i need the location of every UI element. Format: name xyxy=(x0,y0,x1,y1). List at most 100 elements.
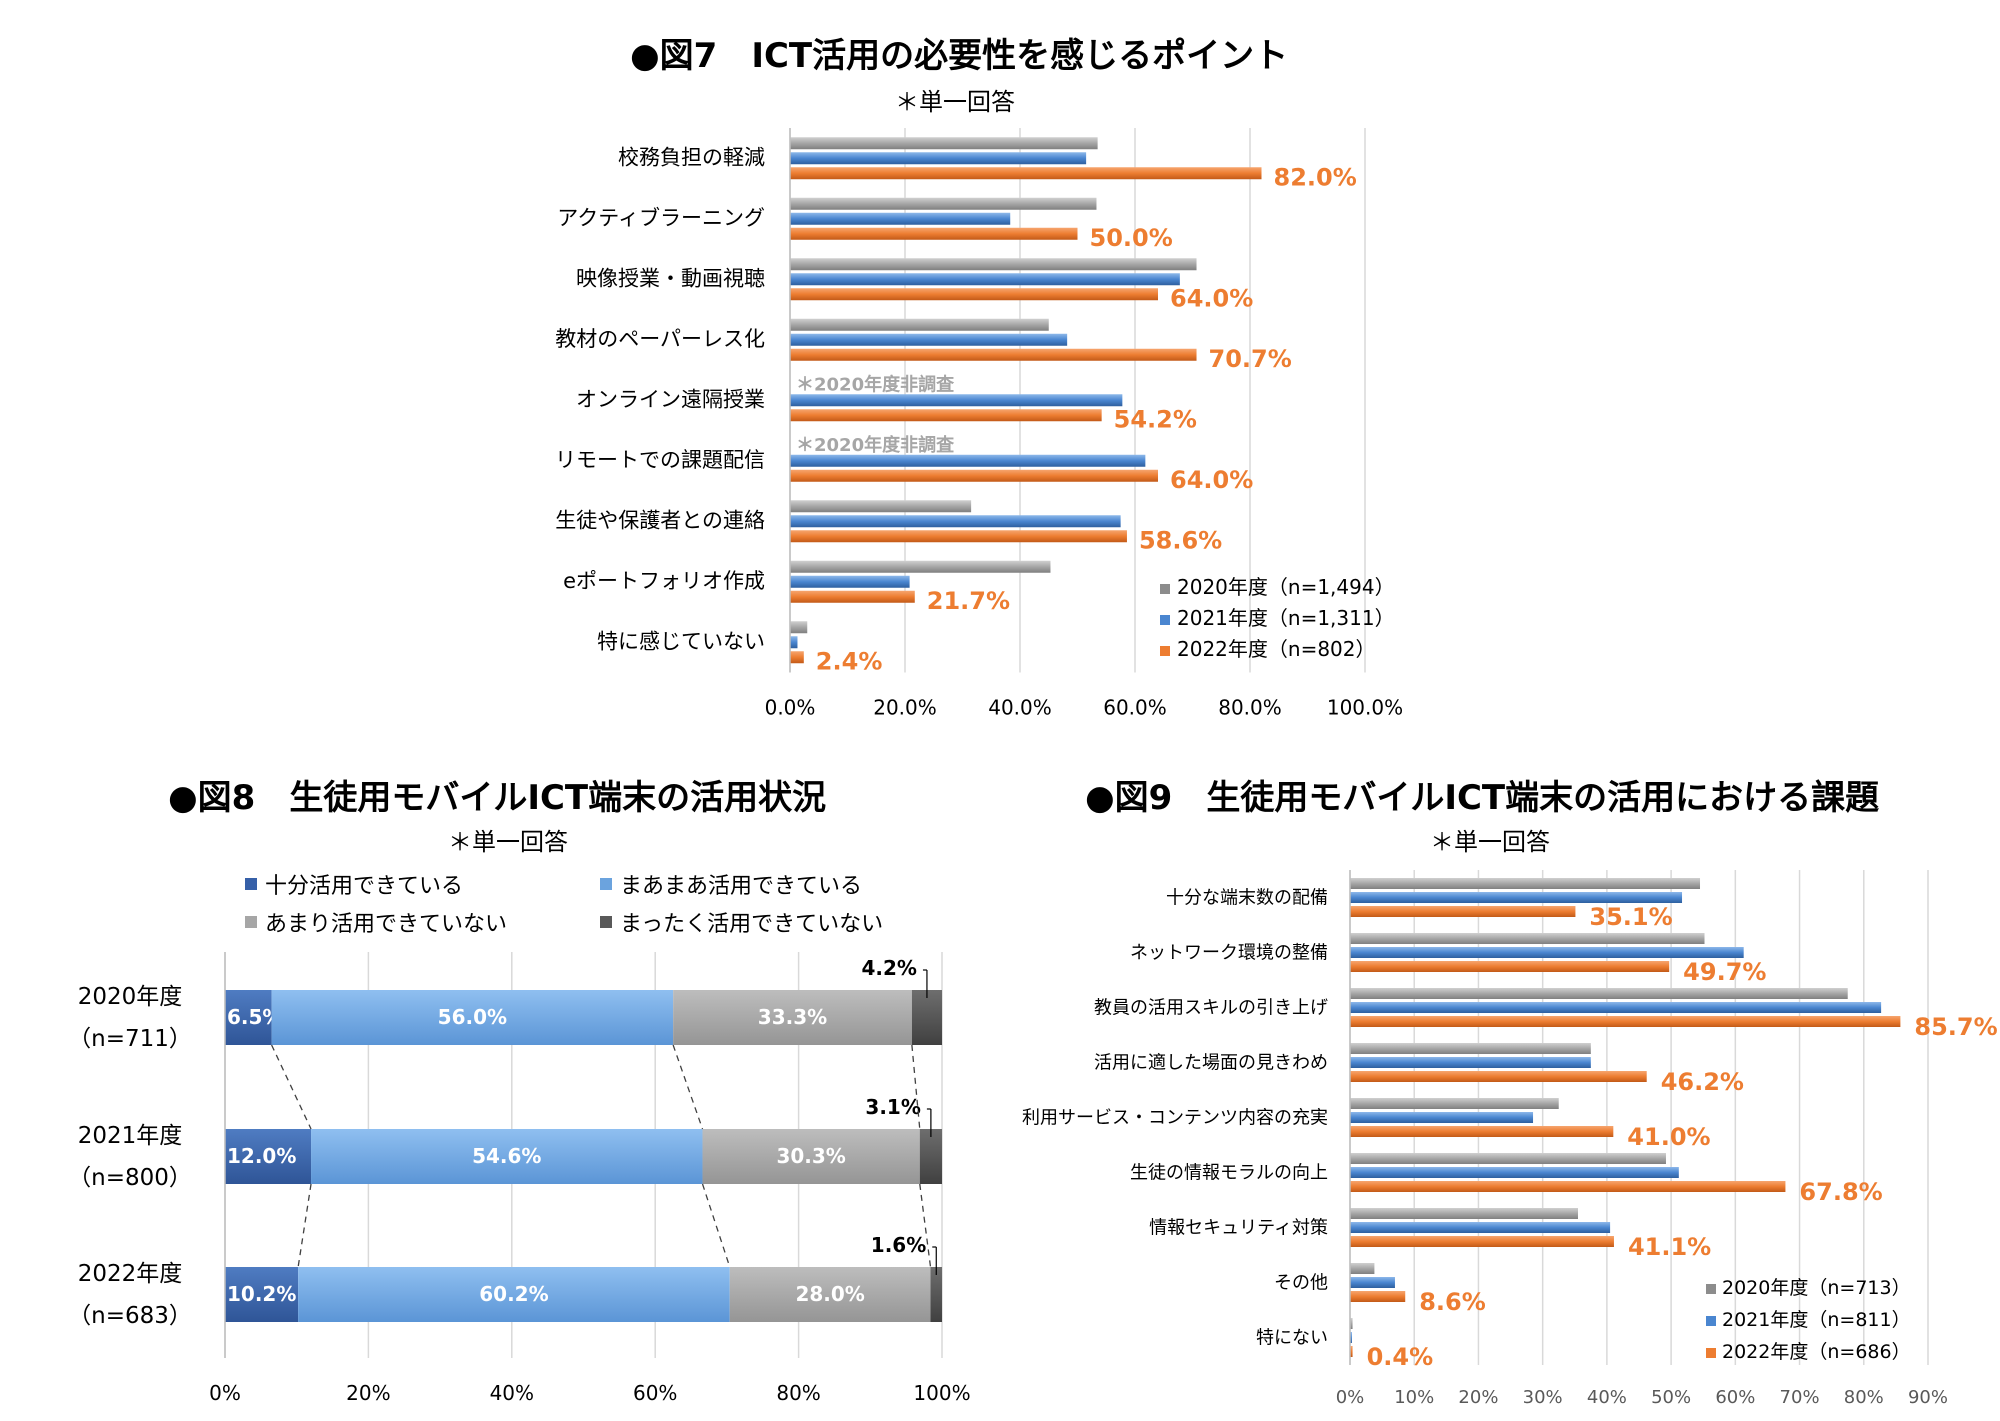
fig8-data-label: 12.0% xyxy=(227,1144,296,1168)
fig9-bar xyxy=(1350,878,1701,889)
fig7-bar xyxy=(790,636,798,649)
fig8-data-label: 1.6% xyxy=(871,1233,926,1257)
fig8-data-label: 60.2% xyxy=(479,1282,548,1306)
fig9-bar xyxy=(1350,1098,1559,1109)
fig9-category-label: その他 xyxy=(1274,1273,1328,1294)
fig9-data-label: 35.1% xyxy=(1589,903,1672,931)
fig8-category-label: 2022年度 xyxy=(78,1261,183,1287)
fig9-category-label: 十分な端末数の配備 xyxy=(1166,888,1328,909)
fig8-segment xyxy=(271,990,674,1045)
fig7-note: ＊2020年度非調査 xyxy=(796,373,954,395)
fig9-bar xyxy=(1350,961,1670,972)
fig9-bar xyxy=(1350,1016,1901,1027)
fig7-bar xyxy=(790,348,1197,361)
fig8-legend-item-4: まったく活用できていない xyxy=(600,906,883,938)
fig7-category-label: リモートでの課題配信 xyxy=(555,448,765,472)
fig8-category-n: （n=711） xyxy=(68,1026,192,1052)
fig9-legend-swatch xyxy=(1706,1316,1716,1326)
fig9-bar xyxy=(1350,1291,1406,1302)
fig8-data-label: 33.3% xyxy=(758,1005,827,1029)
fig8-legend-swatch-4 xyxy=(600,916,612,928)
fig8-connector-line xyxy=(919,1183,932,1268)
fig7-subtitle: ＊単一回答 xyxy=(895,88,1015,116)
fig9-tick-label: 40% xyxy=(1587,1387,1627,1408)
fig9-bar xyxy=(1350,892,1683,903)
fig8-category-label: 2020年度 xyxy=(78,984,183,1010)
fig7-bar xyxy=(790,409,1102,422)
fig8-title: ●図8 生徒用モバイルICT端末の活用状況 xyxy=(168,778,827,818)
fig9-tick-label: 0% xyxy=(1336,1387,1365,1408)
fig9-legend-label: 2022年度（n=686） xyxy=(1722,1341,1911,1363)
fig8-segment xyxy=(225,1267,299,1322)
fig8-segment xyxy=(311,1129,703,1184)
fig8-chart: 0% 20% 40% 60% 80% 100%2020年度（n=711）6.5% 56.0%… xyxy=(68,952,971,1405)
fig7-tick-label: 100.0% xyxy=(1327,696,1403,720)
fig7-data-label: 64.0% xyxy=(1170,284,1253,312)
fig8-connector-line xyxy=(672,1044,704,1130)
fig7-bar xyxy=(790,500,972,513)
fig9-tick-label: 90% xyxy=(1908,1387,1948,1408)
fig7-legend-label: 2021年度（n=1,311） xyxy=(1177,606,1395,630)
fig8-tick-label: 20% xyxy=(346,1381,390,1405)
fig7-data-label: 64.0% xyxy=(1170,466,1253,494)
fig7-data-label: 21.7% xyxy=(927,587,1010,615)
fig9-bar xyxy=(1350,1318,1353,1329)
fig7-note: ＊2020年度非調査 xyxy=(796,434,954,456)
fig7-title: ●図7 ICT活用の必要性を感じるポイント xyxy=(630,36,1289,76)
fig7-category-label: 生徒や保護者との連絡 xyxy=(555,508,765,532)
fig8-segment xyxy=(729,1267,931,1322)
fig8-segment xyxy=(225,1129,312,1184)
fig9-data-label: 41.0% xyxy=(1627,1123,1710,1151)
fig9-legend-swatch xyxy=(1706,1348,1716,1358)
fig7-data-label: 82.0% xyxy=(1274,163,1357,191)
fig7-bar xyxy=(790,273,1180,286)
fig8-data-label: 10.2% xyxy=(227,1282,296,1306)
fig9-bar xyxy=(1350,933,1705,944)
fig7-bar xyxy=(790,530,1127,543)
fig7-bar xyxy=(790,137,1098,150)
fig9-bar xyxy=(1350,1126,1614,1137)
fig7-tick-label: 20.0% xyxy=(873,696,937,720)
fig8-data-label: 28.0% xyxy=(795,1282,864,1306)
fig9-title: ●図9 生徒用モバイルICT端末の活用における課題 xyxy=(1085,778,1880,818)
fig9-tick-label: 60% xyxy=(1715,1387,1755,1408)
fig7-category-label: 特に感じていない xyxy=(597,629,765,653)
fig7-bar xyxy=(790,288,1158,301)
fig9-bar xyxy=(1350,1167,1679,1178)
fig9-bar xyxy=(1350,1236,1614,1247)
fig9-data-label: 46.2% xyxy=(1661,1068,1744,1096)
fig9-bar xyxy=(1350,1332,1352,1343)
fig9-subtitle: ＊単一回答 xyxy=(1430,828,1550,856)
fig9-tick-label: 80% xyxy=(1844,1387,1884,1408)
fig8-segment xyxy=(930,1267,942,1322)
fig7-data-label: 70.7% xyxy=(1209,345,1292,373)
fig9-bar xyxy=(1350,1153,1666,1164)
fig7-tick-label: 40.0% xyxy=(988,696,1052,720)
fig8-segment xyxy=(702,1129,920,1184)
fig9-legend-swatch xyxy=(1706,1284,1716,1294)
fig9-category-label: 生徒の情報モラルの向上 xyxy=(1130,1163,1328,1184)
fig8-legend-item-1: 十分活用できている xyxy=(245,868,463,900)
fig9-data-label: 49.7% xyxy=(1683,958,1766,986)
fig9-category-label: 教員の活用スキルの引き上げ xyxy=(1094,998,1328,1019)
fig8-segment xyxy=(911,990,942,1045)
fig9-bar xyxy=(1350,1057,1591,1068)
fig7-data-label: 50.0% xyxy=(1090,224,1173,252)
fig8-data-label: 3.1% xyxy=(865,1095,920,1119)
fig8-segment xyxy=(298,1267,730,1322)
fig8-connector-line xyxy=(911,1044,921,1130)
fig7-tick-label: 80.0% xyxy=(1218,696,1282,720)
fig9-data-label: 67.8% xyxy=(1799,1178,1882,1206)
fig9-category-label: 情報セキュリティ対策 xyxy=(1149,1218,1328,1239)
fig7-bar xyxy=(790,394,1123,407)
fig7-legend-label: 2020年度（n=1,494） xyxy=(1177,575,1395,599)
fig7-bar xyxy=(790,227,1078,240)
fig9-data-label: 85.7% xyxy=(1914,1013,1997,1041)
fig9-category-label: 利用サービス・コンテンツ内容の充実 xyxy=(1022,1108,1328,1129)
fig7-bar xyxy=(790,560,1051,573)
fig8-category-label: 2021年度 xyxy=(78,1123,183,1149)
fig7-bar xyxy=(790,167,1262,180)
fig8-data-label: 4.2% xyxy=(861,956,916,980)
fig8-data-label: 54.6% xyxy=(472,1144,541,1168)
